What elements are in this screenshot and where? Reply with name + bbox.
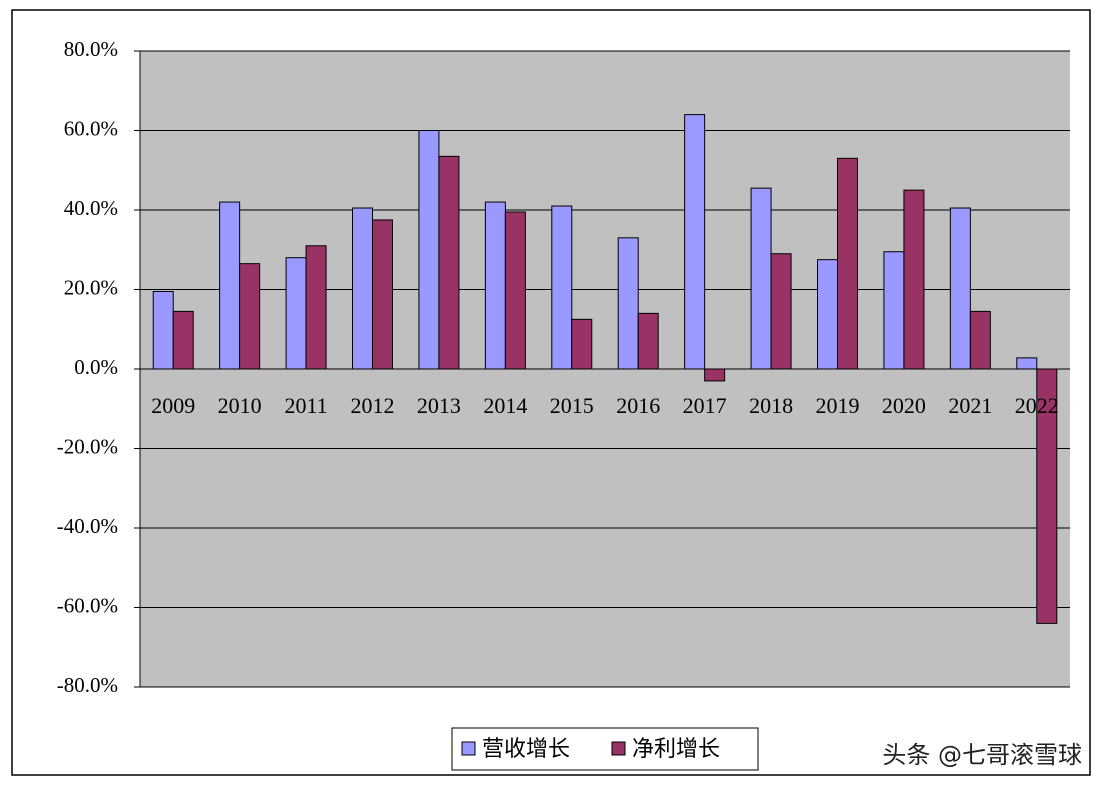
x-tick-label: 2010 <box>218 393 262 418</box>
bar <box>704 368 726 382</box>
y-tick-label: 0.0% <box>74 355 118 379</box>
bar <box>837 157 858 370</box>
x-tick-label: 2021 <box>948 393 992 418</box>
x-tick-label: 2015 <box>550 393 594 418</box>
x-tick-label: 2013 <box>417 393 461 418</box>
legend-box <box>451 727 759 771</box>
bar <box>152 290 174 370</box>
x-tick-label: 2020 <box>882 393 926 418</box>
bar <box>219 201 241 370</box>
bar <box>969 310 991 370</box>
bar <box>750 187 772 370</box>
bar <box>637 312 659 370</box>
bar <box>438 155 460 370</box>
x-tick-label: 2017 <box>683 393 727 418</box>
legend-swatch <box>461 741 476 756</box>
legend-label: 净利增长 <box>632 737 720 762</box>
bar <box>172 310 194 370</box>
y-tick-label: 80.0% <box>64 37 118 61</box>
bar <box>617 237 639 370</box>
bar <box>903 189 925 370</box>
bar <box>352 207 373 370</box>
bar <box>504 211 526 370</box>
x-tick-label: 2009 <box>151 393 195 418</box>
bar <box>571 318 593 370</box>
y-tick-label: 40.0% <box>64 196 118 220</box>
bar <box>372 219 393 370</box>
y-tick-label: -40.0% <box>57 514 118 538</box>
x-tick-label: 2011 <box>284 393 327 418</box>
legend-swatch <box>611 741 626 756</box>
bar <box>1016 357 1038 370</box>
y-tick-label: -80.0% <box>57 673 118 697</box>
x-tick-label: 2022 <box>1015 393 1059 418</box>
x-tick-label: 2014 <box>483 393 527 418</box>
bar <box>285 257 307 370</box>
y-tick-label: -20.0% <box>57 434 118 458</box>
x-tick-label: 2016 <box>616 393 660 418</box>
bar <box>484 201 506 370</box>
watermark: 头条 @七哥滚雪球 <box>882 741 1082 769</box>
x-tick-label: 2012 <box>351 393 395 418</box>
bar <box>418 130 440 370</box>
legend-label: 营收增长 <box>482 737 570 762</box>
bar <box>684 114 706 370</box>
y-tick-label: 20.0% <box>64 275 118 299</box>
bar <box>1036 368 1058 624</box>
bar <box>817 259 838 370</box>
bar <box>551 205 573 370</box>
bar <box>239 263 261 370</box>
bar <box>883 251 905 370</box>
bar <box>305 245 327 370</box>
bar <box>949 207 971 370</box>
x-tick-label: 2019 <box>816 393 860 418</box>
y-tick-label: 60.0% <box>64 116 118 140</box>
x-tick-label: 2018 <box>749 393 793 418</box>
y-tick-label: -60.0% <box>57 593 118 617</box>
bar <box>770 253 792 370</box>
